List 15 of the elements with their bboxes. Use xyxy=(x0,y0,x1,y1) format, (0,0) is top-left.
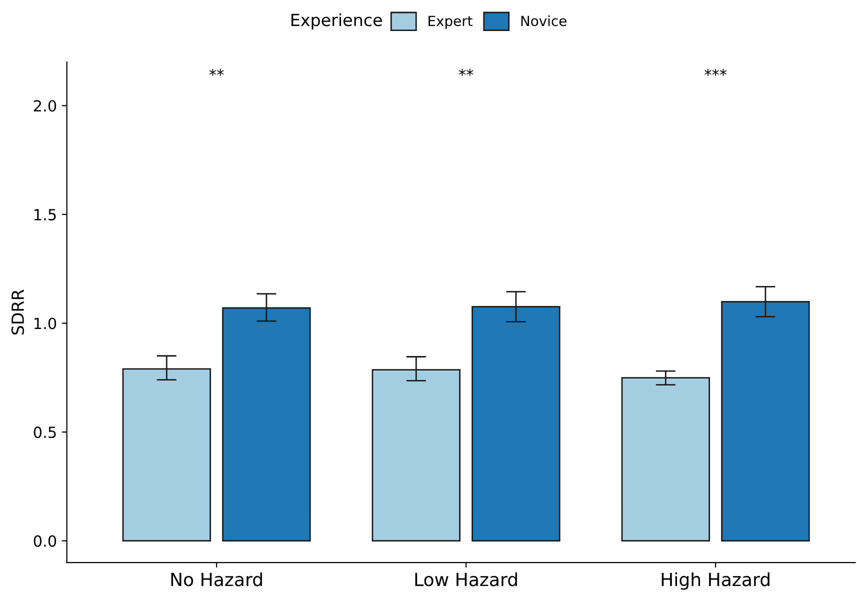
y-axis-title: SDRR xyxy=(11,290,24,335)
y-tick-label: 1.0 xyxy=(34,318,56,330)
annotation: *** xyxy=(704,68,727,76)
legend-title: Experience xyxy=(291,13,382,30)
y-tick-label: 0.0 xyxy=(34,535,56,547)
x-tick-label: High Hazard xyxy=(662,572,770,590)
y-tick-label: 0.5 xyxy=(34,426,56,438)
x-tick-label: Low Hazard xyxy=(415,572,517,586)
annotation: ** xyxy=(209,68,224,76)
x-tick-label: No Hazard xyxy=(171,572,262,586)
legend-label: Novice xyxy=(521,15,566,26)
annotation: ** xyxy=(458,68,474,76)
legend-label: Expert xyxy=(428,16,472,29)
y-tick-label: 1.5 xyxy=(34,209,56,220)
y-tick-label: 2.0 xyxy=(34,100,56,112)
